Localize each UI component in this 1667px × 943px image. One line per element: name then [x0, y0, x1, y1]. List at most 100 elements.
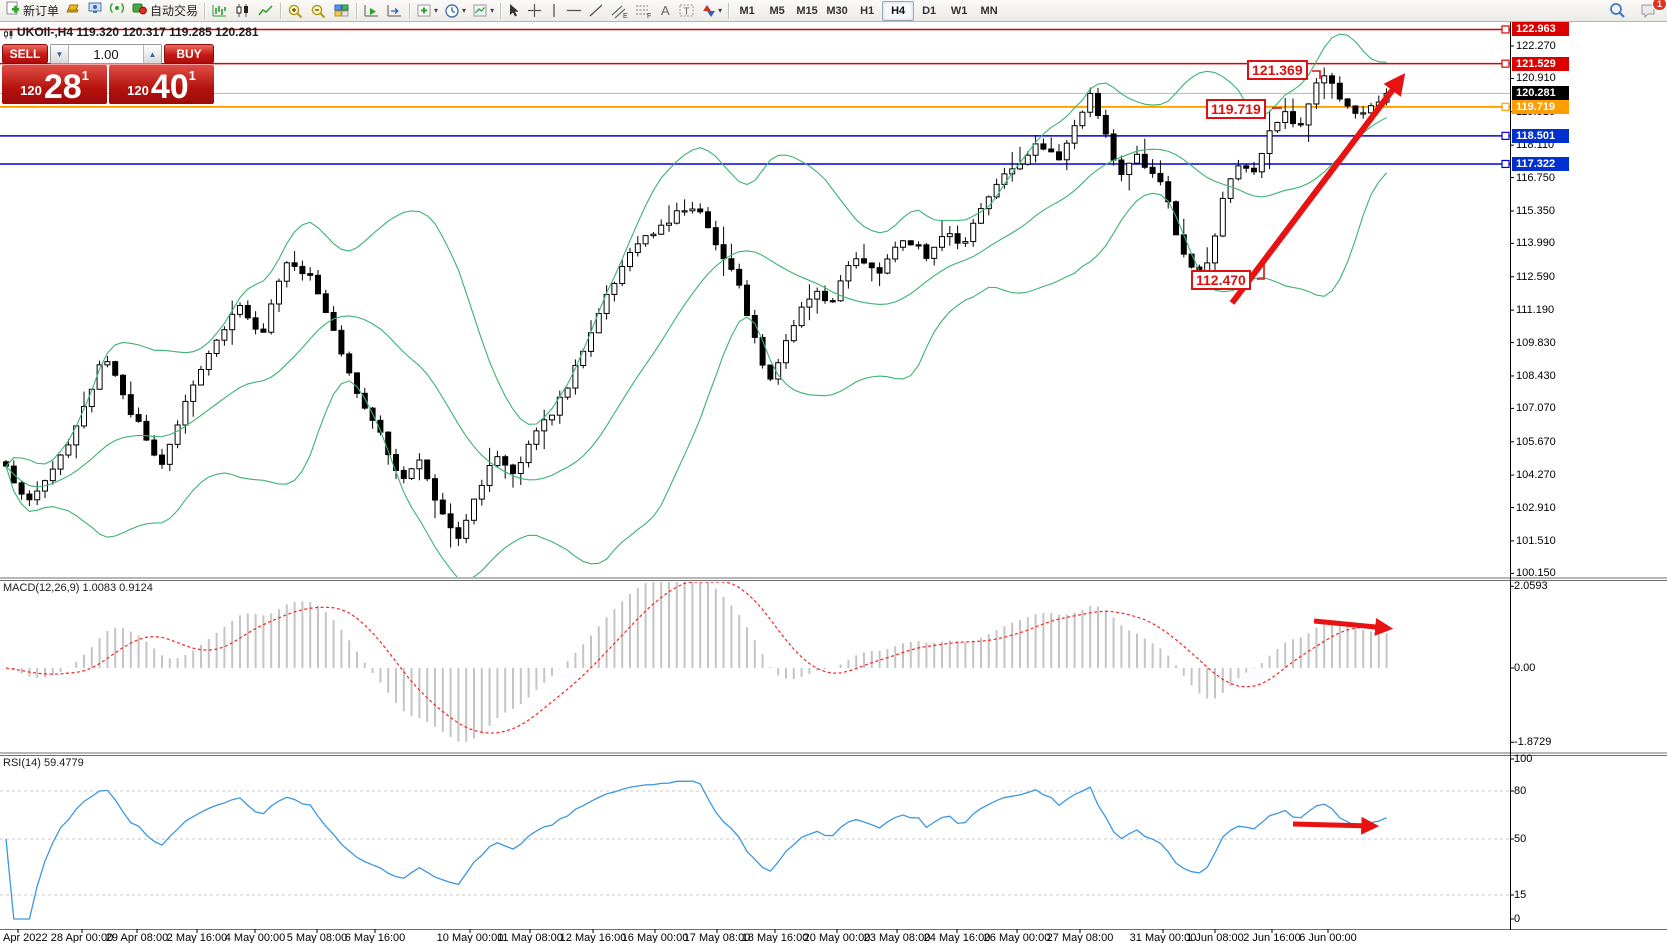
candle-body [330, 311, 337, 331]
price-annotation[interactable]: 121.369 [1247, 60, 1308, 80]
time-axis-label: 2 Jun 16:00 [1243, 932, 1301, 943]
timeframe-button-w1[interactable]: W1 [950, 4, 968, 17]
timeframe-button-m5[interactable]: M5 [769, 4, 785, 17]
bar-chart-button[interactable] [208, 1, 231, 21]
text-label-tool-button[interactable]: T [675, 1, 698, 21]
candle-body [822, 290, 828, 302]
axis-tick-marks [17, 45, 1514, 933]
candle-body [892, 246, 899, 260]
arrows-tool-button[interactable]: ▾ [698, 1, 725, 21]
publisher-button[interactable] [84, 1, 106, 21]
timeframe-button-d1[interactable]: D1 [922, 4, 937, 17]
candle-body [1024, 154, 1031, 165]
volume-increase-button[interactable]: ▲ [143, 45, 161, 63]
candle-body [1352, 105, 1359, 114]
volume-decrease-button[interactable]: ▼ [51, 45, 69, 63]
macd-tick-label: -1.8729 [1514, 736, 1552, 749]
timeframe-button-m30[interactable]: M30 [826, 4, 848, 17]
marketwatch-gold-button[interactable] [62, 1, 84, 21]
time-axis-label: 10 May 00:00 [436, 932, 504, 943]
candle-body [1001, 173, 1008, 185]
chart-window-icon [3, 27, 14, 45]
candle-body [283, 262, 290, 282]
sell-button[interactable]: SELL [2, 44, 48, 64]
price-annotation[interactable]: 119.719 [1206, 99, 1266, 119]
search-button[interactable] [1605, 1, 1629, 21]
rsi-line [5, 780, 1387, 920]
candle-body [229, 313, 236, 331]
volume-input[interactable] [69, 45, 143, 63]
tile-windows-button[interactable] [330, 1, 353, 21]
timeframe-button-m15[interactable]: M15 [796, 4, 818, 17]
price-tick-label: 112.590 [1516, 270, 1555, 283]
candle-body [18, 482, 25, 495]
candle-body [1165, 181, 1172, 203]
candle-body [907, 240, 914, 246]
bid-price-display[interactable]: 120 28 1 [2, 65, 107, 104]
price-axis-badge: 119.719 [1512, 99, 1569, 114]
new-order-button[interactable]: 新订单 [2, 1, 62, 21]
chart-shift-button[interactable] [383, 1, 406, 21]
cursor-tool-button[interactable] [504, 1, 524, 21]
notifications-button[interactable]: 1 [1637, 0, 1667, 21]
vertical-line-tool-button[interactable] [545, 1, 563, 21]
svg-text:A: A [661, 3, 670, 18]
candle-body [486, 465, 493, 486]
zoom-in-button[interactable] [284, 1, 307, 21]
buy-button[interactable]: BUY [164, 44, 214, 64]
bid-pips: 28 [43, 68, 82, 106]
drawing-objects[interactable] [1229, 70, 1406, 835]
candle-body [1032, 143, 1039, 156]
price-annotation[interactable]: 112.470 [1191, 270, 1251, 290]
equidistant-channel-tool-button[interactable]: E [607, 1, 631, 21]
rsi-tick-label: 0 [1514, 913, 1521, 925]
candle-body [1336, 82, 1343, 100]
timeframe-button-m1[interactable]: M1 [739, 4, 755, 17]
candle-body [954, 233, 961, 244]
candle-body [1149, 166, 1156, 174]
candle-body [315, 274, 321, 295]
indicators-button[interactable]: ▾ [413, 1, 441, 21]
text-tool-button[interactable]: A [655, 1, 675, 21]
badge-connectors [1501, 25, 1510, 169]
candlestick-chart-button[interactable] [231, 1, 254, 21]
crosshair-tool-button[interactable] [524, 1, 545, 21]
ask-price-display[interactable]: 120 40 1 [109, 65, 214, 104]
templates-button[interactable]: ▾ [469, 1, 497, 21]
candle-body [408, 468, 415, 479]
price-axis-badge: 120.281 [1512, 86, 1569, 101]
candle-body [759, 336, 766, 366]
timeframe-button-h4[interactable]: H4 [882, 0, 915, 21]
candle-body [697, 208, 704, 213]
autotrade-button[interactable]: 自动交易 [128, 1, 201, 21]
timeframe-button-h1[interactable]: H1 [860, 4, 875, 17]
candle-body [65, 444, 72, 456]
candle-body [533, 430, 540, 445]
volume-stepper: ▼ ▲ [50, 44, 162, 64]
candle-body [736, 268, 743, 286]
fibonacci-tool-button[interactable]: F [631, 1, 655, 21]
line-chart-button[interactable] [254, 1, 277, 21]
toolbar-separator [500, 2, 502, 19]
timeframe-button-mn[interactable]: MN [980, 4, 998, 17]
candle-body [517, 462, 524, 474]
price-axis-badge: 122.963 [1512, 22, 1569, 37]
horizontal-line-tool-button[interactable] [563, 1, 585, 21]
candle-body [798, 306, 805, 327]
candle-body [1110, 133, 1117, 161]
candle-body [1180, 234, 1187, 255]
candle-body [978, 208, 984, 224]
candle-body [299, 265, 306, 275]
candle-body [57, 454, 64, 470]
candle-body [361, 392, 368, 409]
periods-button[interactable]: ▾ [441, 1, 469, 21]
time-axis-label: 24 May 16:00 [923, 932, 991, 943]
zoom-out-button[interactable] [307, 1, 330, 21]
trendline-tool-button[interactable] [585, 1, 607, 21]
candle-body [611, 283, 618, 295]
candle-body [837, 280, 844, 302]
auto-scroll-button[interactable] [360, 1, 383, 21]
signals-button[interactable] [106, 1, 128, 21]
time-axis-label: 16 May 00:00 [621, 932, 689, 943]
